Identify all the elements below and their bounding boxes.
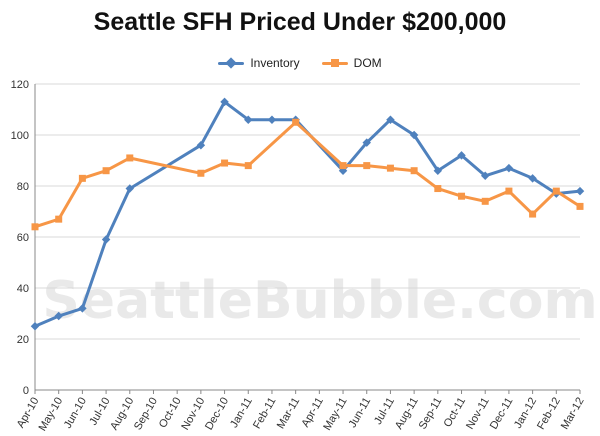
data-point-dom [386,164,394,172]
data-point-dom [529,210,537,218]
data-point-inventory [30,322,40,331]
data-point-dom [102,167,110,175]
data-point-dom [339,162,347,170]
data-point-inventory [125,184,135,193]
legend-swatch-dom [321,58,348,68]
data-point-inventory [78,304,87,313]
y-tick-label: 0 [23,385,29,397]
data-point-dom [410,167,418,175]
data-point-inventory [220,97,229,107]
data-point-inventory [101,235,111,244]
data-point-inventory [457,151,466,160]
data-point-dom [552,187,560,195]
data-point-dom [576,202,584,210]
x-tick-label: Dec-10 [203,396,231,433]
data-point-dom [78,174,86,182]
data-point-inventory [386,115,395,124]
legend-label-inventory: Inventory [250,56,300,70]
x-tick-label: Jun-10 [62,396,89,431]
x-tick-label: Sep-10 [132,396,160,433]
data-point-inventory [575,186,585,196]
data-point-dom [292,118,300,126]
y-tick-label: 40 [17,283,29,295]
data-point-inventory [54,311,63,321]
watermark: SeattleBubble.com [42,271,597,331]
data-point-inventory [196,140,206,150]
data-point-dom [221,159,229,167]
x-tick-label: Sep-11 [417,396,445,432]
data-point-dom [197,169,205,177]
x-tick-label: Mar-11 [275,396,302,431]
data-point-dom [505,187,513,195]
data-point-inventory [244,115,253,124]
data-point-inventory [362,138,371,147]
x-tick-label: Mar-12 [559,396,587,432]
data-point-dom [55,215,63,223]
x-tick-label: Dec-11 [488,396,516,432]
data-point-dom [31,223,39,231]
chart-title: Seattle SFH Priced Under $200,000 [93,8,507,36]
data-point-inventory [409,130,419,140]
legend-label-dom: DOM [353,56,382,70]
data-point-dom [434,185,442,193]
x-tick-label: Jul-10 [87,396,112,428]
x-tick-label: Jun-11 [347,396,374,430]
y-tick-label: 60 [17,232,29,244]
data-point-inventory [267,115,277,124]
y-tick-label: 120 [11,79,29,91]
legend-swatch-inventory [218,57,245,69]
data-point-dom [244,162,252,170]
legend: Inventory DOM [0,56,600,70]
data-point-inventory [504,163,514,173]
data-point-inventory [480,171,490,181]
y-tick-label: 80 [17,181,29,193]
y-tick-label: 20 [17,334,29,346]
legend-item-inventory: Inventory [218,56,300,70]
series-line-dom [33,120,582,229]
data-point-dom [363,162,371,170]
x-tick-label: Jul-11 [372,396,397,427]
data-point-dom [126,154,134,162]
y-tick-label: 100 [11,130,29,142]
data-point-dom [458,192,466,200]
data-point-inventory [433,166,443,175]
x-tick-label: May-11 [321,396,349,433]
legend-item-dom: DOM [321,56,382,70]
data-point-dom [481,197,489,205]
